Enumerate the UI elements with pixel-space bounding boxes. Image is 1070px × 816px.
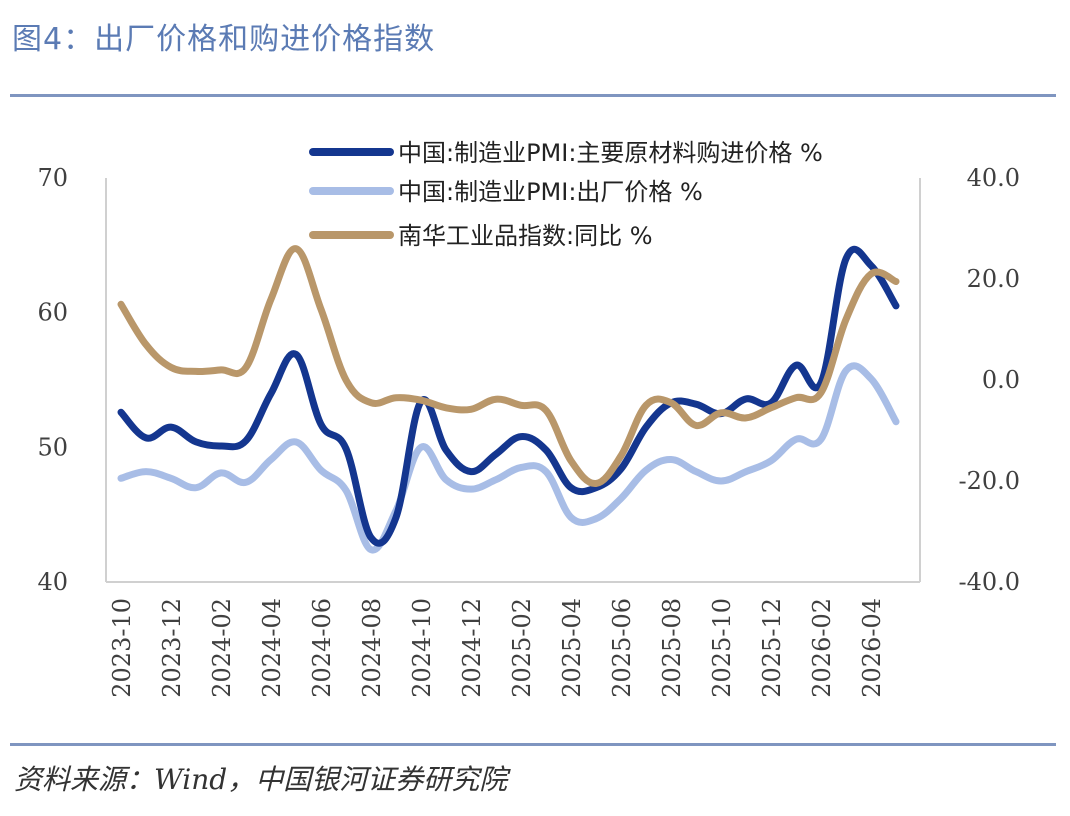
- x-tick-label: 2025-02: [508, 598, 536, 698]
- right-tick-label: 0.0: [982, 366, 1020, 394]
- x-tick-label: 2024-02: [208, 598, 236, 698]
- x-tick-label: 2026-02: [808, 598, 836, 698]
- left-tick-label: 50: [37, 433, 68, 461]
- legend-label: 中国:制造业PMI:出厂价格 %: [398, 178, 703, 206]
- series-line-2: [117, 245, 900, 487]
- x-tick-label: 2023-10: [108, 598, 136, 698]
- x-tick-label: 2025-10: [708, 598, 736, 698]
- chart-axes: 40 50 60 70 -40.0 -20.0 0.0 20.0 40.0 2023-10 2023…: [37, 164, 1020, 698]
- x-tick-label: 2025-12: [758, 598, 786, 698]
- x-tick-label: 2025-08: [658, 598, 686, 698]
- right-tick-label: 20.0: [967, 265, 1020, 293]
- series-line-1: [117, 362, 900, 554]
- x-tick-label: 2024-08: [358, 598, 386, 698]
- source-rule: [10, 743, 1056, 746]
- x-tick-label: 2024-06: [308, 598, 336, 698]
- left-tick-label: 60: [37, 299, 68, 327]
- x-tick-label: 2024-12: [458, 598, 486, 698]
- x-tick-label: 2024-10: [408, 598, 436, 698]
- right-tick-label: -20.0: [958, 467, 1020, 495]
- left-tick-label: 40: [37, 568, 68, 596]
- legend-label: 南华工业品指数:同比 %: [398, 222, 653, 250]
- x-tick-label: 2026-04: [858, 598, 886, 698]
- source-note: 资料来源：Wind，中国银河证券研究院: [14, 763, 508, 796]
- chart-lines: [117, 245, 900, 554]
- legend-label: 中国:制造业PMI:主要原材料购进价格 %: [398, 139, 823, 167]
- chart-svg: 40 50 60 70 -40.0 -20.0 0.0 20.0 40.0 2023-10 2023…: [37, 139, 1020, 698]
- x-tick-label: 2023-12: [158, 598, 186, 698]
- right-tick-label: -40.0: [958, 568, 1020, 596]
- x-tick-label: 2025-06: [608, 598, 636, 698]
- x-tick-label: 2025-04: [558, 598, 586, 698]
- right-tick-label: 40.0: [967, 164, 1020, 192]
- x-tick-label: 2024-04: [258, 598, 286, 698]
- series-line-0: [117, 245, 900, 547]
- title-rule: [10, 94, 1056, 97]
- left-tick-label: 70: [37, 164, 68, 192]
- figure-title: 图4：出厂价格和购进价格指数: [12, 22, 436, 57]
- chart-legend: 中国:制造业PMI:主要原材料购进价格 % 中国:制造业PMI:出厂价格 % 南华工…: [309, 139, 823, 250]
